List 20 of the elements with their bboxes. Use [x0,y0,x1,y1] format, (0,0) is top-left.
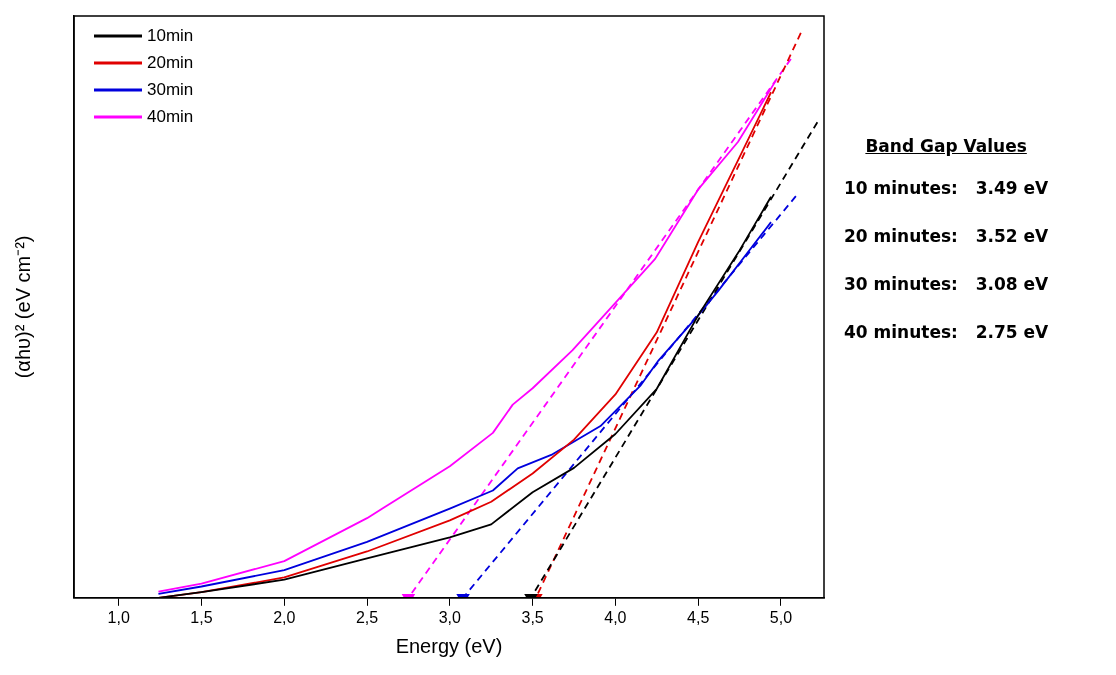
x-tick-label: 1,0 [107,608,130,626]
text: 20 minutes: 3.52 eV [844,226,1049,246]
legend-label: 40min [147,106,194,126]
x-tick-label: 4,0 [604,608,627,626]
legend-label: 20min [147,52,194,72]
legend-label: 10min [147,25,194,45]
text: 40 minutes: 2.75 eV [844,322,1049,342]
x-axis-title: Energy (eV) [395,634,503,657]
legend-label: 30min [147,79,194,99]
text: Band Gap Values [864,136,1028,156]
y-axis-title: (αhυ)² (eV cm⁻²) [11,235,34,379]
x-tick-label: 2,5 [355,608,379,626]
text: 30 minutes: 3.08 eV [844,274,1049,294]
x-tick-label: 3,5 [521,608,544,626]
x-tick-label: 2,0 [273,608,296,626]
x-tick-label: 3,0 [438,608,462,626]
x-tick-label: 5,0 [769,608,793,626]
x-tick-label: 4,5 [687,608,710,626]
text: 10 minutes: 3.49 eV [844,178,1049,198]
x-tick-label: 1,5 [190,608,213,626]
